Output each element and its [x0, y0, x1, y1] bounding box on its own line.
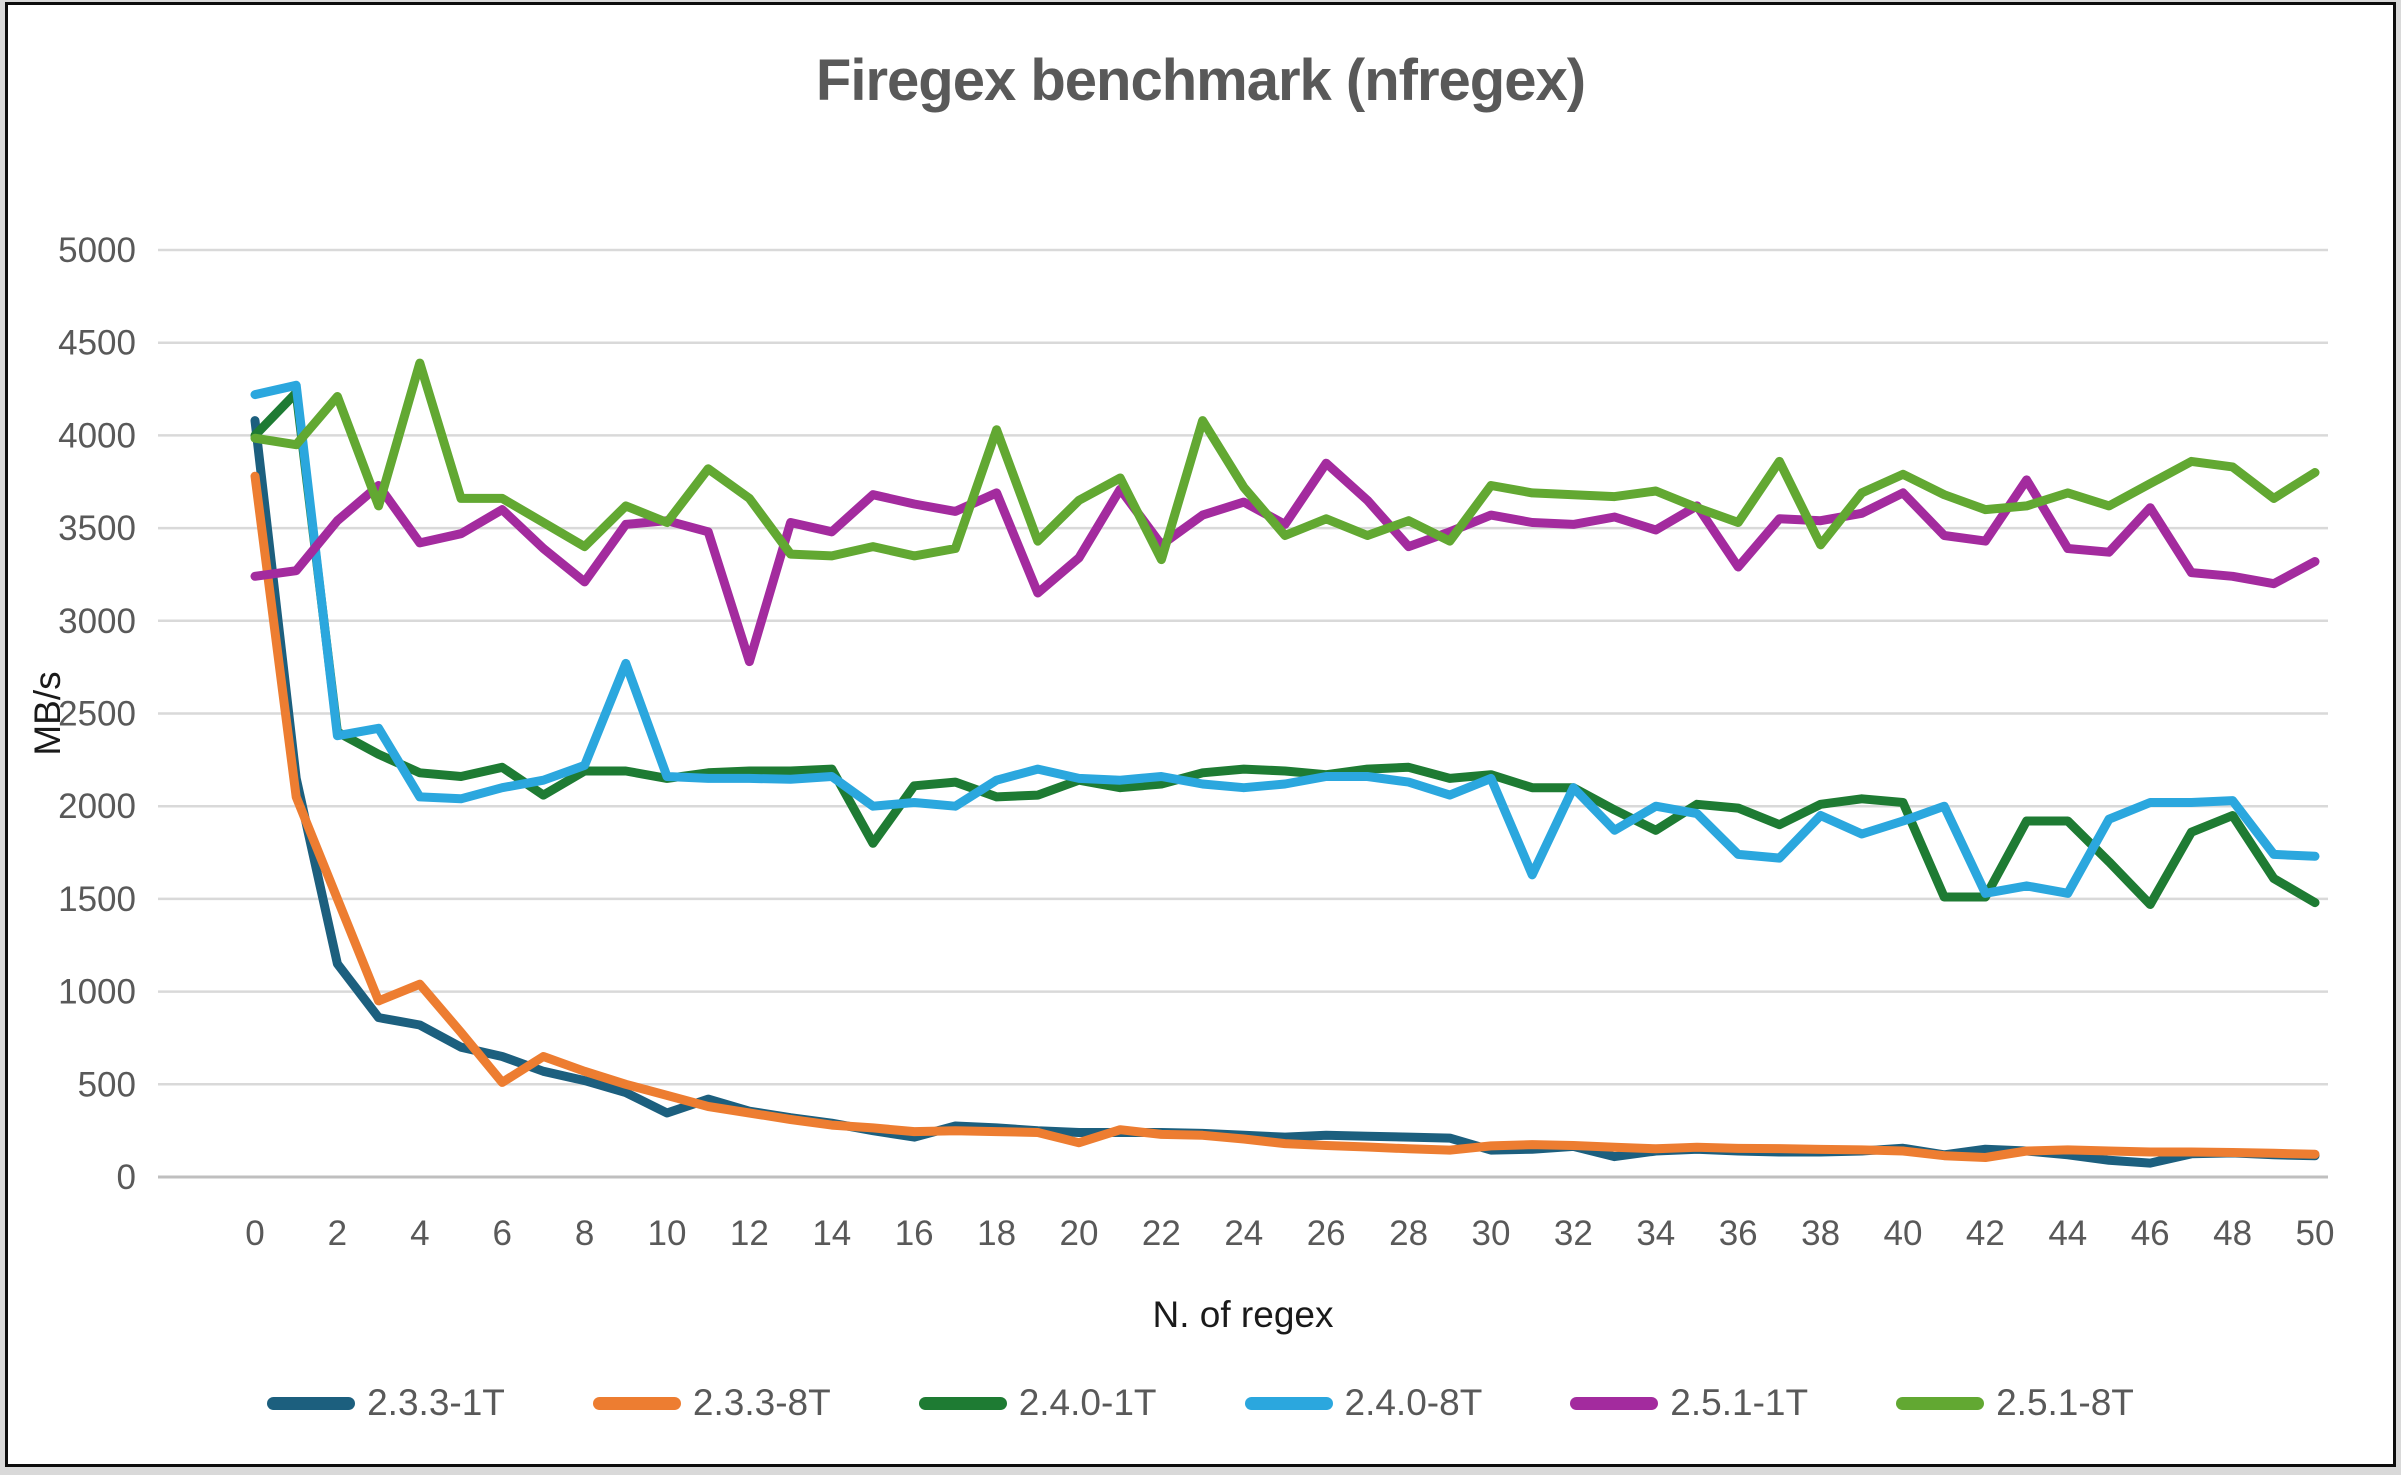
y-axis-title: MB/s — [27, 671, 68, 755]
y-tick-label: 500 — [78, 1065, 136, 1104]
x-tick-label: 28 — [1389, 1214, 1428, 1253]
x-tick-label: 4 — [410, 1214, 429, 1253]
series-line-2.3.3-8T — [250, 471, 2320, 1162]
legend-swatch-icon — [1570, 1396, 1659, 1410]
x-tick-label: 32 — [1554, 1214, 1593, 1253]
y-tick-label: 4000 — [58, 416, 136, 455]
chart-legend: 2.3.3-1T 2.3.3-8T 2.4.0-1T 2.4.0-8T 2.5.1-1T… — [8, 1382, 2393, 1424]
x-tick-label: 34 — [1636, 1214, 1675, 1253]
legend-item-2.4.0-8T: 2.4.0-8T — [1244, 1382, 1483, 1424]
series-line-2.4.0-8T — [250, 380, 2320, 898]
series-line-2.5.1-1T — [250, 458, 2320, 667]
line-chart: 0500100015002000250030003500400045005000… — [27, 231, 2334, 1335]
x-tick-label: 24 — [1224, 1214, 1263, 1253]
y-tick-label: 3500 — [58, 509, 136, 548]
chart-window: Firegex benchmark (nfregex) 0 500 1000 1500… — [5, 2, 2396, 1467]
legend-swatch-icon — [918, 1396, 1007, 1410]
legend-item-2.3.3-1T: 2.3.3-1T — [267, 1382, 505, 1424]
legend-item-2.5.1-1T: 2.5.1-1T — [1570, 1382, 1808, 1424]
x-tick-label: 48 — [2213, 1214, 2252, 1253]
y-tick-label: 2500 — [58, 695, 136, 734]
y-tick-label: 1000 — [58, 973, 136, 1012]
legend-label: 2.4.0-1T — [1018, 1382, 1157, 1423]
x-axis-title: N. of regex — [1153, 1294, 1334, 1335]
chart-title: Firegex benchmark (nfregex) — [815, 48, 1586, 113]
x-tick-label: 30 — [1472, 1214, 1511, 1253]
legend-item-2.5.1-8T: 2.5.1-8T — [1896, 1382, 2134, 1424]
y-tick-label: 0 — [117, 1158, 136, 1197]
x-tick-label: 40 — [1884, 1214, 1923, 1253]
x-tick-label: 2 — [328, 1214, 347, 1253]
legend-swatch-icon — [1244, 1396, 1333, 1410]
x-tick-label: 20 — [1060, 1214, 1099, 1253]
legend-label: 2.5.1-1T — [1670, 1382, 1809, 1423]
legend-label: 2.5.1-8T — [1996, 1382, 2134, 1423]
x-tick-label: 18 — [977, 1214, 1016, 1253]
y-tick-label: 1500 — [58, 880, 136, 919]
x-tick-label: 12 — [730, 1214, 769, 1253]
x-axis-tick-labels: 0 2 4 6 8 10 12 14 16 18 20 22 24 26 28 30 32 34 36 38 40 42 4… — [245, 1214, 2334, 1253]
x-tick-label: 0 — [245, 1214, 264, 1253]
x-tick-label: 10 — [648, 1214, 687, 1253]
legend-swatch-icon — [592, 1396, 681, 1410]
y-tick-label: 2000 — [58, 787, 136, 826]
series-line-2.3.3-1T — [250, 416, 2320, 1168]
legend-swatch-icon — [267, 1396, 356, 1410]
y-axis-tick-labels: 0 500 1000 1500 2000 2500 3000 3500 4000 4500 5000 — [58, 231, 136, 1197]
x-tick-label: 26 — [1307, 1214, 1346, 1253]
legend-swatch-icon — [1896, 1396, 1985, 1410]
x-tick-label: 38 — [1801, 1214, 1840, 1253]
legend-label: 2.4.0-8T — [1344, 1382, 1483, 1423]
x-tick-label: 36 — [1719, 1214, 1758, 1253]
y-tick-label: 3000 — [58, 602, 136, 641]
legend-item-2.4.0-1T: 2.4.0-1T — [918, 1382, 1157, 1424]
x-tick-label: 44 — [2048, 1214, 2087, 1253]
series-line-2.4.0-1T — [250, 388, 2320, 909]
x-tick-label: 46 — [2131, 1214, 2170, 1253]
gridlines — [158, 248, 2328, 1179]
x-tick-label: 8 — [575, 1214, 594, 1253]
x-tick-label: 22 — [1142, 1214, 1181, 1253]
legend-label: 2.3.3-1T — [367, 1382, 505, 1423]
x-tick-label: 6 — [492, 1214, 511, 1253]
x-tick-label: 16 — [895, 1214, 934, 1253]
y-tick-label: 4500 — [58, 324, 136, 363]
y-tick-label: 5000 — [58, 231, 136, 270]
x-tick-label: 50 — [2296, 1214, 2335, 1253]
x-tick-label: 42 — [1966, 1214, 2005, 1253]
series-line-2.5.1-8T — [250, 358, 2320, 565]
legend-label: 2.3.3-8T — [692, 1382, 831, 1423]
x-tick-label: 14 — [812, 1214, 851, 1253]
legend-item-2.3.3-8T: 2.3.3-8T — [592, 1382, 831, 1424]
